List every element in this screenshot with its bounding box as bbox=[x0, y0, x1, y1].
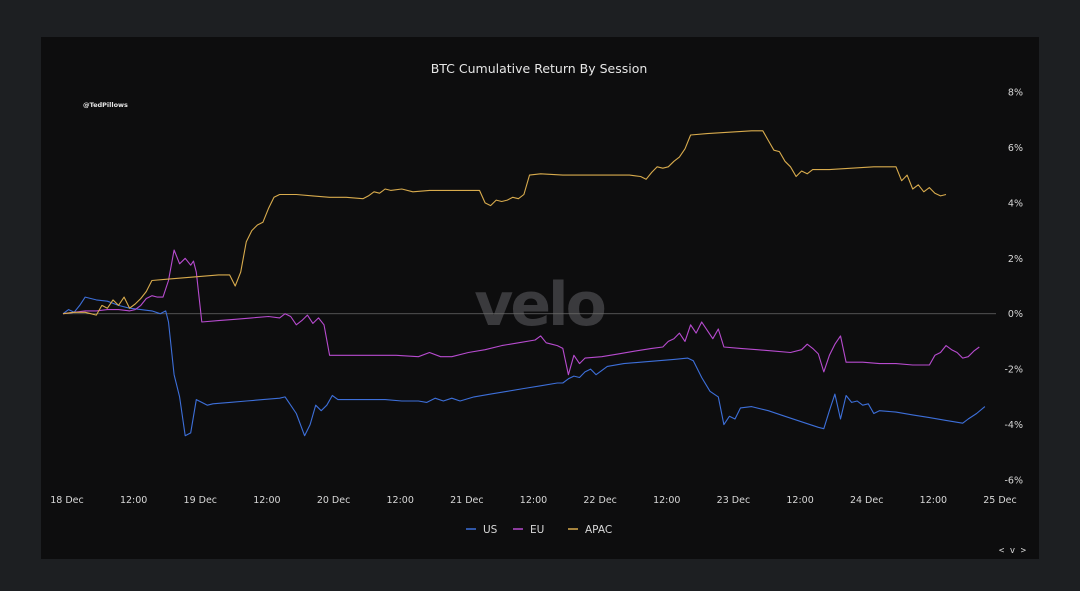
legend-label: APAC bbox=[585, 524, 612, 536]
x-tick-label: 21 Dec bbox=[450, 495, 484, 506]
legend-label: EU bbox=[530, 524, 544, 536]
y-tick-label: 4% bbox=[1008, 198, 1023, 209]
x-tick-label: 19 Dec bbox=[184, 495, 218, 506]
x-axis: 18 Dec 12:00 19 Dec 12:00 20 Dec 12:00 21 Dec 1… bbox=[50, 495, 1017, 506]
x-tick-label: 12:00 bbox=[653, 495, 680, 506]
legend-item-apac[interactable]: APAC bbox=[568, 524, 612, 536]
y-tick-label: -4% bbox=[1005, 420, 1024, 431]
y-tick-label: 8% bbox=[1008, 88, 1023, 99]
y-axis: -6% -4% -2% 0% 2% 4% 6% 8% bbox=[1005, 88, 1024, 487]
series-line-eu bbox=[62, 249, 980, 376]
y-tick-label: 6% bbox=[1008, 143, 1023, 154]
x-tick-label: 25 Dec bbox=[983, 495, 1017, 506]
x-tick-label: 12:00 bbox=[120, 495, 147, 506]
x-tick-label: 22 Dec bbox=[583, 495, 617, 506]
chart-nav-control[interactable]: < v > bbox=[999, 546, 1027, 556]
y-tick-label: -2% bbox=[1005, 365, 1024, 376]
legend: US EU APAC bbox=[466, 524, 612, 536]
series-line-apac bbox=[62, 130, 947, 316]
x-tick-label: 12:00 bbox=[520, 495, 547, 506]
x-tick-label: 12:00 bbox=[920, 495, 947, 506]
y-tick-label: 2% bbox=[1008, 254, 1023, 265]
x-tick-label: 12:00 bbox=[786, 495, 813, 506]
legend-label: US bbox=[483, 524, 498, 536]
y-tick-label: 0% bbox=[1008, 309, 1023, 320]
legend-item-eu[interactable]: EU bbox=[513, 524, 544, 536]
legend-item-us[interactable]: US bbox=[466, 524, 498, 536]
series-lines bbox=[62, 130, 986, 437]
x-tick-label: 12:00 bbox=[387, 495, 414, 506]
y-tick-label: -6% bbox=[1005, 476, 1024, 487]
x-tick-label: 18 Dec bbox=[50, 495, 84, 506]
author-handle: @TedPillows bbox=[83, 101, 128, 109]
x-tick-label: 12:00 bbox=[253, 495, 280, 506]
series-line-us bbox=[62, 296, 986, 437]
watermark-logo: velo bbox=[474, 270, 604, 340]
x-tick-label: 20 Dec bbox=[317, 495, 351, 506]
line-chart: velo BTC Cumulative Return By Session @T… bbox=[50, 61, 1027, 556]
chart-title: BTC Cumulative Return By Session bbox=[431, 61, 648, 76]
x-tick-label: 23 Dec bbox=[717, 495, 751, 506]
chart-panel: velo BTC Cumulative Return By Session @T… bbox=[41, 37, 1039, 559]
x-tick-label: 24 Dec bbox=[850, 495, 884, 506]
